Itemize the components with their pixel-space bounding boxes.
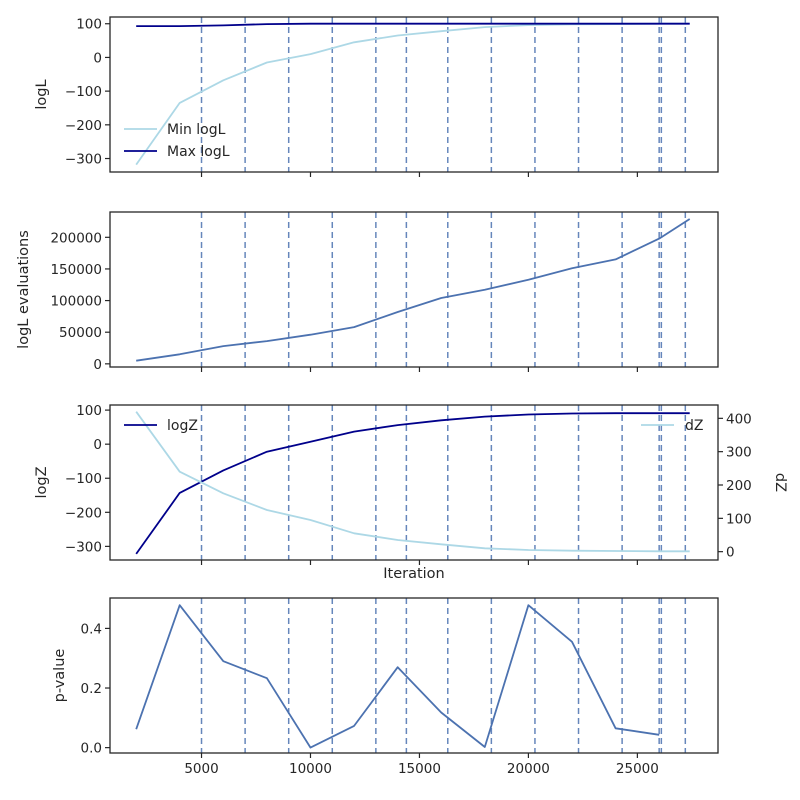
- series-line: [135, 604, 660, 749]
- logL-panel: −300 −200 −100 0 100 logL Min logL Max logL: [34, 16, 719, 177]
- y-tick-label: 100: [76, 17, 102, 33]
- series-line: [136, 218, 691, 362]
- y-axis-label: logZ: [34, 466, 50, 498]
- y-axis-label: logL: [34, 79, 50, 109]
- plot-frame: [109, 597, 719, 754]
- y-tick-label: 0.4: [81, 621, 102, 637]
- y-tick-label-right: 200: [726, 478, 752, 494]
- y-axis-label: p-value: [52, 649, 68, 703]
- y-tick-label-right: 400: [726, 411, 752, 427]
- x-tick-label: 25000: [616, 761, 659, 777]
- legend: Min logL Max logL: [124, 122, 230, 160]
- y-axis-label-right: dZ: [772, 473, 788, 492]
- series-max-logl: [136, 22, 690, 28]
- y-tick-label-right: 300: [726, 445, 752, 461]
- y-tick-label: −200: [65, 505, 102, 521]
- y-tick-label-right: 0: [726, 545, 735, 561]
- y-tick-label: 50000: [59, 325, 102, 341]
- legend-right: dZ: [641, 418, 703, 434]
- y-axis-label: logL evaluations: [16, 230, 32, 349]
- y-tick-label: 0.0: [81, 741, 102, 757]
- y-tick-label: −100: [65, 471, 102, 487]
- plot-frame: [109, 16, 719, 173]
- y-tick-label: −300: [65, 152, 102, 168]
- series-logz: [135, 412, 690, 555]
- y-tick-label: 0: [93, 50, 102, 66]
- y-tick-label: 200000: [50, 230, 102, 246]
- pvalue-panel: 0.0 0.2 0.4 5000 10000 15000 20000 25000 p-value: [52, 597, 719, 777]
- legend-label: dZ: [685, 418, 703, 434]
- x-axis-label: Iteration: [383, 566, 445, 582]
- y-tick-label: 0.2: [81, 681, 102, 697]
- x-tick-label: 5000: [184, 761, 218, 777]
- legend-label: Max logL: [167, 144, 230, 160]
- legend-label: Min logL: [167, 122, 226, 138]
- y-tick-label: 0: [93, 357, 102, 373]
- x-tick-label: 15000: [398, 761, 441, 777]
- legend-left: logZ: [124, 418, 198, 434]
- y-tick-label: 150000: [50, 262, 102, 278]
- y-tick-label: 0: [93, 437, 102, 453]
- logZ-panel: −300 −200 −100 0 100 0 100 200 300 400 logZ dZ Itera…: [34, 403, 788, 582]
- plot-frame: [109, 404, 719, 561]
- evaluations-panel: 0 50000 100000 150000 200000 logL evaluations: [16, 211, 719, 373]
- series-dz: [135, 411, 690, 553]
- y-tick-label: −300: [65, 539, 102, 555]
- plot-frame: [109, 211, 719, 368]
- y-tick-label: −200: [65, 118, 102, 134]
- y-tick-label-right: 100: [726, 511, 752, 527]
- x-tick-label: 10000: [289, 761, 332, 777]
- legend-label: logZ: [167, 418, 198, 434]
- x-tick-label: 20000: [507, 761, 550, 777]
- y-tick-label: 100000: [50, 294, 102, 310]
- y-tick-label: −100: [65, 84, 102, 100]
- y-tick-label: 100: [76, 403, 102, 419]
